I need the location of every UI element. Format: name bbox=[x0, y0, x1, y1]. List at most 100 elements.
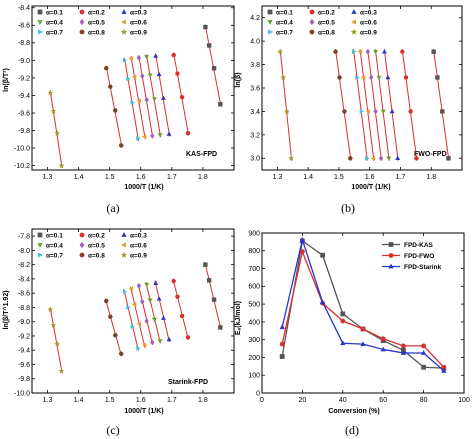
x-tick-label: 1.7 bbox=[396, 174, 406, 181]
legend-label: α=0.8 bbox=[88, 30, 105, 37]
x-tick-label: 40 bbox=[339, 397, 347, 404]
fit-line bbox=[137, 283, 154, 345]
panel-d: Eₐ(kJ/mol) Conversion (%) (d) 0 20 40 60 80 1… bbox=[235, 230, 470, 437]
legend-marker bbox=[120, 28, 128, 35]
legend-marker bbox=[267, 20, 273, 25]
data-point bbox=[175, 294, 180, 299]
data-point bbox=[161, 95, 166, 100]
data-point bbox=[365, 155, 370, 161]
data-point bbox=[347, 156, 353, 161]
y-tick-label: -8.8 bbox=[18, 305, 30, 312]
y-tick-label: -9.2 bbox=[18, 75, 30, 82]
fit-line bbox=[104, 298, 123, 357]
fit-line bbox=[154, 280, 170, 343]
y-tick-label: 3.2 bbox=[250, 132, 260, 139]
y-tick-label: 400 bbox=[248, 319, 260, 326]
legend-label: α=0.1 bbox=[276, 10, 293, 17]
data-point bbox=[153, 280, 159, 285]
y-tick-label: -8.8 bbox=[18, 40, 30, 47]
fit-line bbox=[374, 49, 390, 161]
data-point bbox=[385, 74, 391, 80]
y-tick-label: -9.8 bbox=[18, 376, 30, 383]
panel-c-xlabel: 1000/T (1/K) bbox=[124, 408, 163, 415]
data-point bbox=[144, 282, 150, 288]
legend-marker bbox=[121, 232, 127, 237]
legend-label: α=0.3 bbox=[360, 10, 377, 17]
data-point bbox=[128, 286, 133, 292]
data-point bbox=[369, 74, 374, 81]
panel-c: ln(β/T^1.92) 1000/T (1/K) Starink-FPD (c… bbox=[2, 228, 235, 437]
y-tick-label: -7.8 bbox=[18, 234, 30, 241]
panel-b: ln(β) 1000/T (1/K) FWO-FPD (b) 1.3 1.4 1.5… bbox=[235, 5, 463, 215]
data-point bbox=[431, 49, 436, 54]
data-point bbox=[47, 89, 54, 96]
y-tick-label: 200 bbox=[248, 355, 260, 362]
y-tick-label: 0 bbox=[256, 390, 260, 397]
fit-line bbox=[123, 57, 140, 141]
data-point bbox=[206, 43, 212, 48]
data-point bbox=[376, 75, 382, 81]
data-point bbox=[382, 49, 387, 54]
legend-label: α=0.9 bbox=[360, 30, 377, 37]
fit-line bbox=[401, 49, 418, 161]
data-point bbox=[378, 155, 384, 162]
panel-d-ylabel: Eₐ(kJ/mol) bbox=[235, 301, 242, 335]
y-tick-label: -9.6 bbox=[18, 110, 30, 117]
data-point bbox=[50, 108, 57, 114]
y-tick-label: 700 bbox=[248, 266, 260, 273]
data-point bbox=[107, 314, 113, 319]
legend-label: α=0.3 bbox=[130, 233, 147, 240]
x-tick-label: 1.5 bbox=[105, 397, 115, 404]
data-point bbox=[150, 339, 155, 346]
legend-marker bbox=[79, 241, 85, 249]
data-point bbox=[157, 133, 163, 138]
data-point bbox=[58, 367, 65, 374]
x-tick-label: 0 bbox=[260, 397, 264, 404]
data-point bbox=[122, 289, 128, 295]
y-tick-label: -8.4 bbox=[18, 5, 30, 12]
legend-label: α=0.6 bbox=[360, 20, 377, 27]
data-point bbox=[414, 156, 419, 161]
data-point bbox=[211, 297, 217, 302]
legend-label: α=0.5 bbox=[88, 20, 105, 27]
fit-line bbox=[173, 52, 190, 136]
legend-label: α=0.5 bbox=[318, 20, 335, 27]
y-tick-label: -9.0 bbox=[18, 58, 30, 65]
legend-label: α=0.1 bbox=[46, 233, 63, 240]
y-tick-label: 900 bbox=[248, 230, 260, 237]
y-tick-label: -10.2 bbox=[14, 163, 30, 170]
x-tick-label: 80 bbox=[420, 397, 428, 404]
data-point bbox=[47, 306, 54, 313]
data-point bbox=[131, 302, 137, 308]
y-tick-label: 3.0 bbox=[250, 156, 260, 163]
data-point bbox=[144, 96, 149, 103]
data-point bbox=[206, 278, 212, 283]
legend-label: α=0.6 bbox=[130, 243, 147, 250]
y-tick-label: -10.0 bbox=[14, 145, 30, 152]
x-tick-label: 60 bbox=[379, 397, 387, 404]
data-point bbox=[440, 109, 445, 114]
data-point bbox=[365, 109, 370, 114]
data-point bbox=[175, 71, 180, 76]
legend-marker bbox=[388, 263, 394, 269]
legend-marker bbox=[309, 29, 315, 35]
data-point bbox=[136, 321, 141, 327]
x-tick-label: 1.8 bbox=[198, 397, 208, 404]
y-tick-label: -9.4 bbox=[18, 93, 30, 100]
data-point bbox=[128, 56, 133, 62]
data-point bbox=[370, 155, 376, 161]
fit-line bbox=[334, 49, 352, 161]
legend-marker bbox=[309, 18, 315, 26]
fit-line bbox=[138, 55, 154, 139]
legend-label: FPD-KAS bbox=[404, 242, 434, 249]
data-point bbox=[421, 343, 426, 349]
data-point bbox=[395, 155, 401, 161]
plot-frame bbox=[31, 228, 235, 394]
legend-marker bbox=[350, 28, 358, 35]
panel-c-ylabel: ln(β/T^1.92) bbox=[2, 290, 10, 329]
data-point bbox=[141, 342, 147, 348]
fit-line bbox=[204, 24, 222, 107]
data-point bbox=[107, 84, 113, 89]
panel-b-label: (b) bbox=[341, 201, 355, 215]
